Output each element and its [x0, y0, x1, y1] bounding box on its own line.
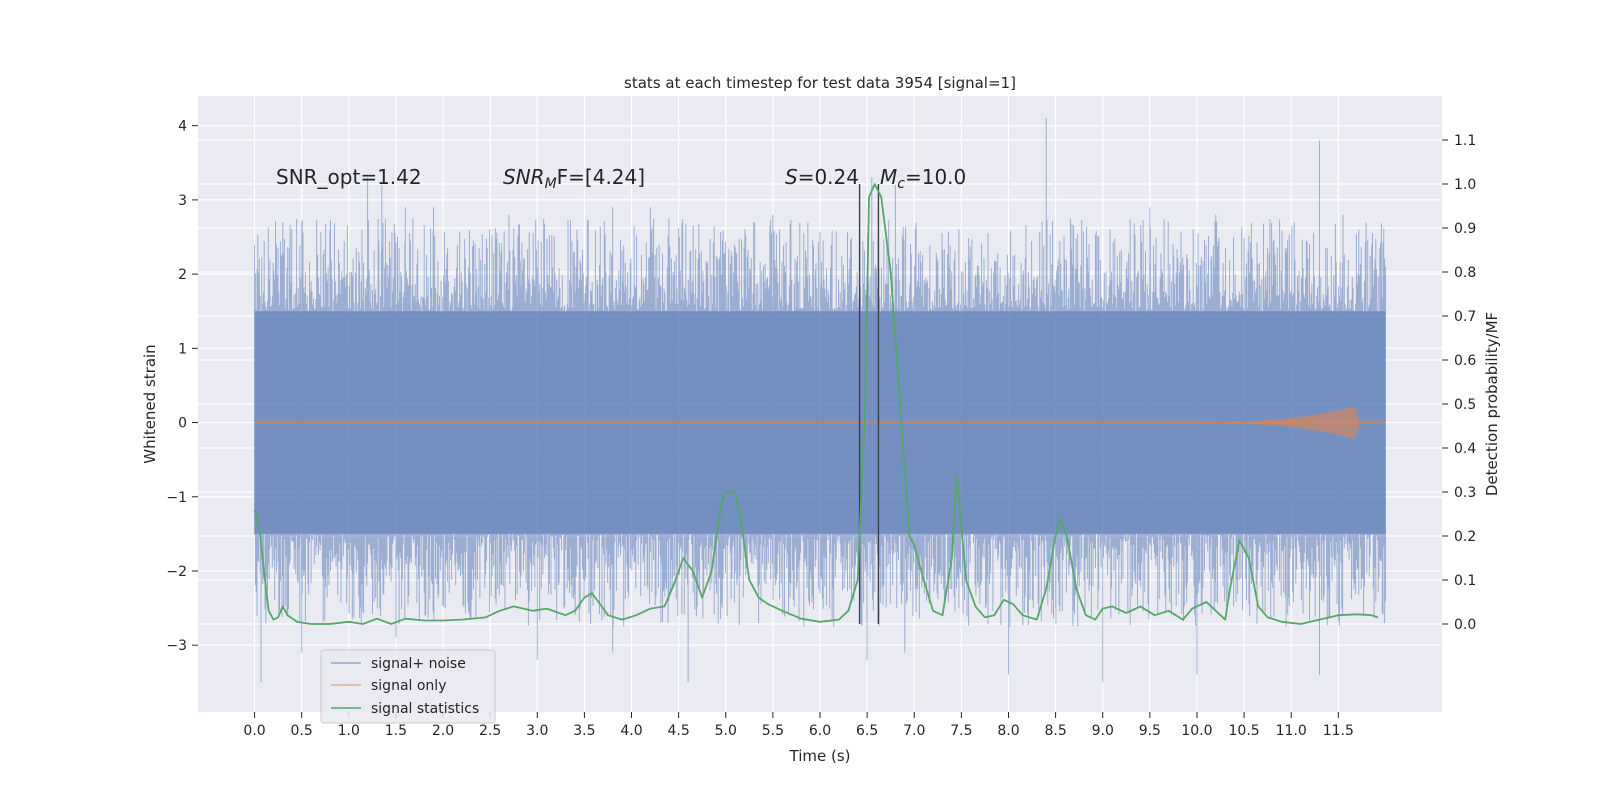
y-tick-label: −2	[166, 564, 187, 580]
y-tick-label: 3	[178, 193, 187, 209]
y-right-tick-label: 0.8	[1454, 265, 1476, 281]
y-tick-label: −3	[166, 638, 187, 654]
x-tick-label: 8.5	[1044, 723, 1066, 739]
mc-var: M	[880, 165, 897, 189]
x-tick-label: 7.0	[903, 723, 925, 739]
y-right-tick-label: 0.6	[1454, 353, 1476, 369]
annotation-snr-opt: SNR_opt=1.42	[276, 165, 422, 189]
y-right-tick-label: 0.4	[1454, 441, 1476, 457]
x-tick-label: 1.5	[385, 723, 407, 739]
x-axis: 0.0 0.5 1.0 1.5 2.0 2.5 3.0 3.5 4.0 4.5 5.0 5.5 6.0 6…	[243, 712, 1354, 739]
y-tick-label: 0	[178, 416, 187, 432]
x-tick-label: 11.5	[1323, 723, 1354, 739]
x-tick-label: 10.5	[1229, 723, 1260, 739]
mc-val: =10.0	[905, 165, 966, 189]
snr-mf-sub: M	[545, 176, 557, 192]
x-axis-label: Time (s)	[789, 747, 851, 765]
y-tick-label: 4	[178, 119, 187, 135]
annotation-mc: Mc=10.0	[880, 165, 966, 192]
y-axis-label: Whitened strain	[141, 344, 159, 463]
s-val: =0.24	[798, 165, 859, 189]
x-tick-label: 0.5	[291, 723, 313, 739]
s-var: S	[785, 165, 798, 189]
legend-box	[320, 649, 496, 724]
x-tick-label: 9.5	[1139, 723, 1161, 739]
x-tick-label: 5.0	[715, 723, 737, 739]
x-tick-label: 6.5	[856, 723, 878, 739]
x-tick-label: 11.0	[1276, 723, 1307, 739]
y-right-tick-label: 0.9	[1454, 221, 1476, 237]
signal-statistics-series	[253, 183, 1379, 625]
y-right-tick-label: 0.0	[1454, 617, 1476, 633]
snr-mf-rest: F=[4.24]	[557, 165, 645, 189]
x-tick-label: 6.0	[809, 723, 831, 739]
x-tick-label: 3.5	[573, 723, 595, 739]
x-tick-label: 7.5	[950, 723, 972, 739]
signal-chirp	[1159, 406, 1360, 439]
y-tick-label: 2	[178, 267, 187, 283]
x-tick-label: 1.0	[338, 723, 360, 739]
x-tick-label: 4.5	[668, 723, 690, 739]
y-right-tick-label: 0.2	[1454, 529, 1476, 545]
y-tick-label: −1	[166, 490, 187, 506]
y-tick-label: 1	[178, 341, 187, 357]
y-right-tick-label: 1.0	[1454, 177, 1476, 193]
mc-sub: c	[897, 176, 905, 192]
x-tick-label: 5.5	[762, 723, 784, 739]
y-right-tick-label: 0.5	[1454, 397, 1476, 413]
x-tick-label: 8.0	[997, 723, 1019, 739]
y-axis-right-label: Detection probability/MF	[1483, 312, 1501, 496]
y-right-tick-label: 1.1	[1454, 133, 1476, 149]
x-tick-label: 9.0	[1092, 723, 1114, 739]
annotation-s: S=0.24	[785, 165, 859, 189]
statistics-line	[253, 183, 1379, 625]
annotation-snr-mf: SNRMF=[4.24]	[503, 165, 645, 192]
x-tick-label: 10.0	[1181, 723, 1212, 739]
x-tick-label: 4.0	[620, 723, 642, 739]
legend: signal+ noise signal only signal statist…	[320, 649, 496, 724]
x-tick-label: 0.0	[243, 723, 265, 739]
legend-label-noise: signal+ noise	[371, 656, 466, 672]
snr-mf-main: SNR	[503, 165, 545, 189]
x-tick-label: 2.0	[432, 723, 454, 739]
y-axis-left: −3 −2 −1 0 1 2 3 4	[166, 119, 198, 654]
chart-title: stats at each timestep for test data 395…	[624, 74, 1016, 92]
y-right-tick-label: 0.3	[1454, 485, 1476, 501]
x-tick-label: 2.5	[479, 723, 501, 739]
legend-label-stats: signal statistics	[371, 701, 479, 717]
legend-label-signal: signal only	[371, 678, 446, 694]
x-tick-label: 3.0	[526, 723, 548, 739]
signal-only-series	[254, 406, 1386, 439]
y-right-tick-label: 0.1	[1454, 573, 1476, 589]
y-axis-right: 0.0 0.1 0.2 0.3 0.4 0.5 0.6 0.7 0.8 0.9 1.0 1.1	[1442, 133, 1476, 633]
y-right-tick-label: 0.7	[1454, 309, 1476, 325]
